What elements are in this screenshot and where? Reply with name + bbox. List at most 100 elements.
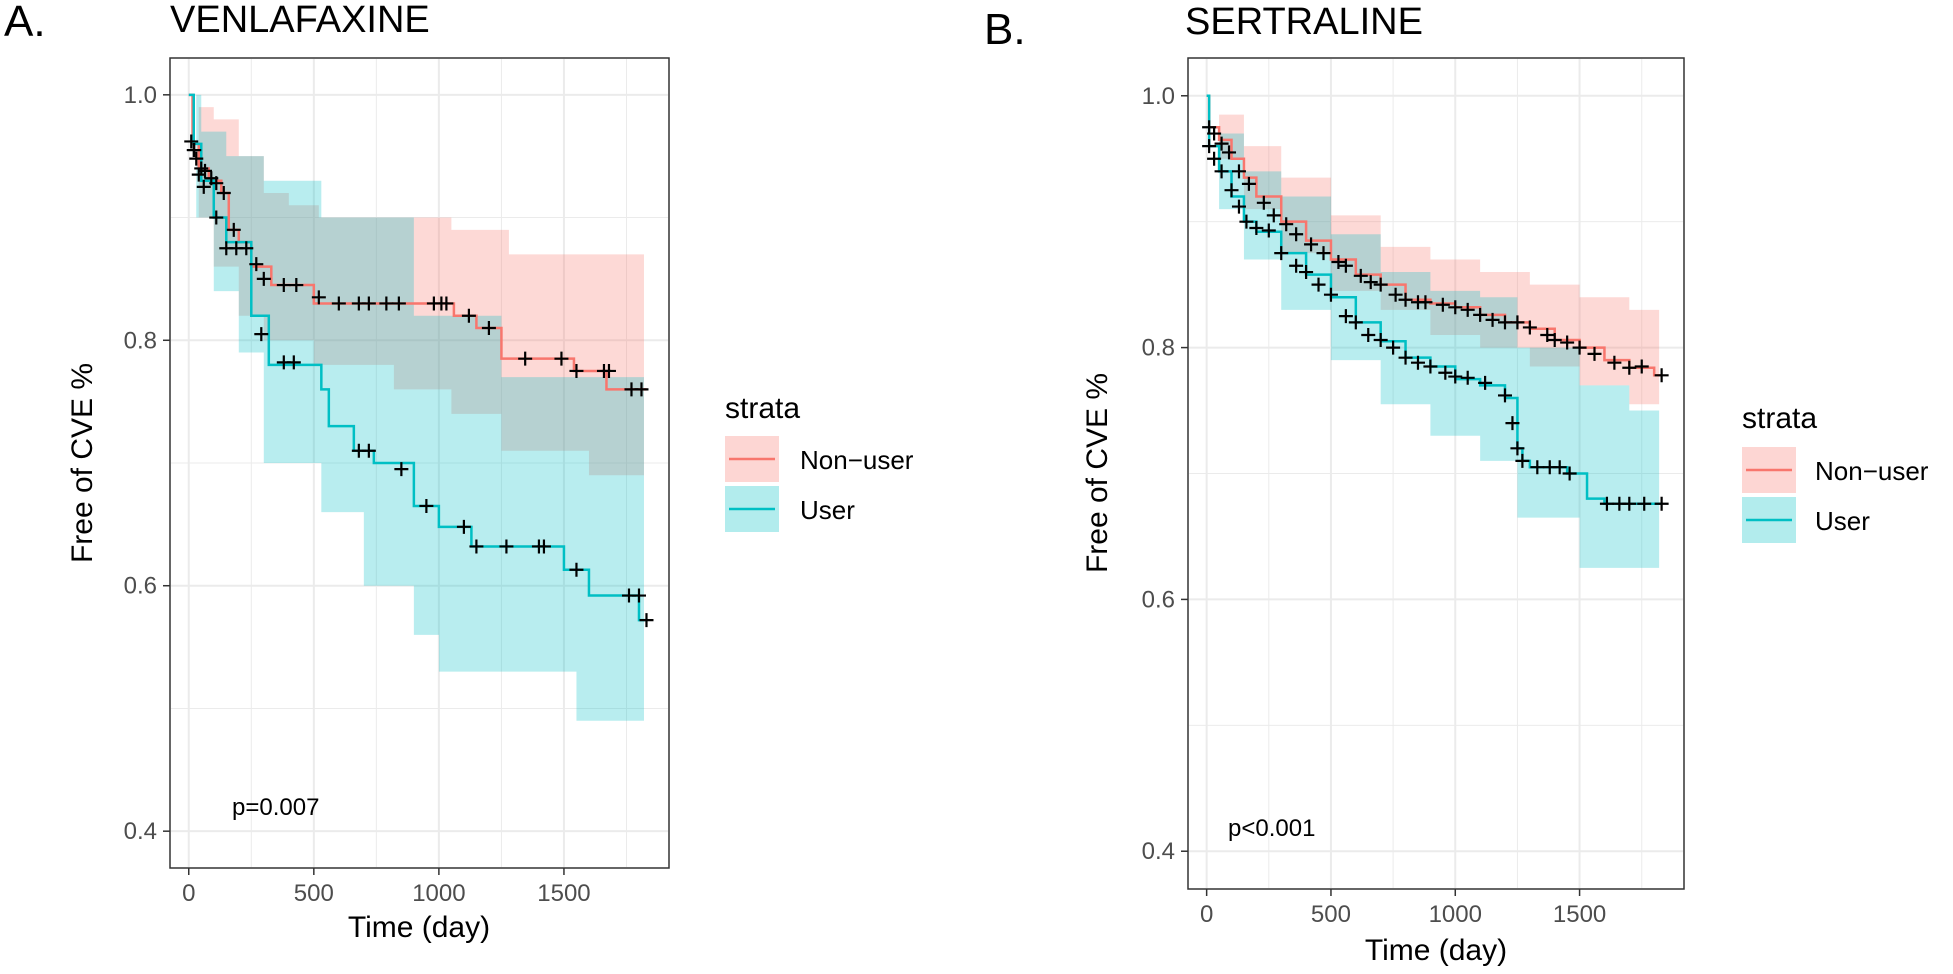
censor-mark <box>1222 145 1237 160</box>
censor-mark <box>1485 312 1500 327</box>
censor-mark <box>1261 223 1276 238</box>
censor-mark <box>1289 227 1304 242</box>
censor-mark <box>184 134 199 149</box>
censor-mark <box>1547 333 1562 348</box>
chart-title-venlafaxine: VENLAFAXINE <box>170 0 430 41</box>
x-tick-label: 1500 <box>537 880 590 907</box>
censor-mark <box>569 562 584 577</box>
censor-mark <box>1599 496 1614 511</box>
censor-mark <box>499 539 514 554</box>
chart-title-sertraline: SERTRALINE <box>1185 1 1423 43</box>
censor-mark <box>1398 292 1413 307</box>
censor-mark <box>1386 340 1401 355</box>
censor-mark <box>1654 496 1669 511</box>
censor-mark <box>256 271 271 286</box>
censor-mark <box>456 519 471 534</box>
censor-mark <box>1279 217 1294 232</box>
censor-mark <box>631 588 646 603</box>
legend-label-nonuser-a: Non−user <box>800 445 914 475</box>
censor-mark <box>1299 265 1314 280</box>
x-tick-label: 500 <box>294 880 334 907</box>
censor-mark <box>1634 359 1649 374</box>
censor-mark <box>1316 246 1331 261</box>
censor-mark <box>1448 369 1463 384</box>
legend-a: strata Non−user User <box>725 392 914 532</box>
censor-mark <box>1274 246 1289 261</box>
legend-label-nonuser-b: Non−user <box>1815 456 1929 486</box>
censor-mark <box>191 167 206 182</box>
y-tick-label: 0.4 <box>1142 838 1175 865</box>
censor-mark <box>1654 368 1669 383</box>
censor-mark <box>1560 335 1575 350</box>
censor-mark <box>209 176 224 191</box>
y-tick-label: 0.4 <box>124 818 157 845</box>
confidence-bands-b <box>1206 95 1660 581</box>
legend-entry-nonuser-b: Non−user <box>1742 447 1929 493</box>
legend-b: strata Non−user User <box>1742 402 1929 543</box>
censor-mark <box>481 321 496 335</box>
censor-mark <box>379 296 394 311</box>
y-tick-label: 0.8 <box>1142 335 1175 362</box>
censor-mark <box>461 308 476 323</box>
censor-mark <box>216 186 231 200</box>
censor-mark <box>1348 315 1363 330</box>
censor-mark <box>1448 300 1463 315</box>
censor-mark <box>1224 183 1239 198</box>
censor-mark <box>1423 359 1438 374</box>
censor-marks-b <box>1202 120 1669 511</box>
censor-mark <box>1361 328 1376 342</box>
censor-mark <box>1214 164 1229 179</box>
x-axis-label-b: Time (day) <box>1365 934 1507 967</box>
censor-mark <box>1398 350 1413 365</box>
censor-mark <box>1202 139 1217 154</box>
x-tick-label: 1000 <box>412 880 465 907</box>
censor-mark <box>1552 460 1567 475</box>
y-axis-a: 0.4 0.6 0.8 1.0 <box>124 82 170 845</box>
censor-mark <box>1231 164 1246 179</box>
censor-mark <box>186 143 201 158</box>
censor-mark <box>226 222 241 237</box>
x-axis-label-a: Time (day) <box>348 911 490 944</box>
censor-mark <box>1460 302 1475 317</box>
censor-mark <box>1572 340 1587 355</box>
censor-mark <box>1497 388 1512 403</box>
censor-mark <box>1515 453 1530 468</box>
legend-label-user-b: User <box>1815 506 1870 536</box>
censor-mark <box>1323 287 1338 302</box>
y-tick-label: 0.8 <box>124 327 157 354</box>
x-tick-label: 1500 <box>1553 901 1606 928</box>
censor-mark <box>419 498 434 513</box>
censor-mark <box>361 443 376 458</box>
x-axis-b: 0 500 1000 1500 <box>1200 889 1606 928</box>
legend-entry-user-a: User <box>725 486 855 532</box>
censor-mark <box>1530 460 1545 475</box>
censor-mark <box>1510 315 1525 330</box>
panel-sertraline: B. SERTRALINE 0.40.60.81.0 0 500 1000 1500 … <box>984 1 1929 967</box>
censor-mark <box>1622 360 1637 375</box>
censor-mark <box>1587 346 1602 361</box>
grid-lines-a <box>171 59 668 867</box>
censor-mark <box>1473 307 1488 322</box>
censor-mark <box>439 296 454 311</box>
censor-mark <box>1522 320 1537 335</box>
censor-mark <box>276 278 291 293</box>
panel-venlafaxine: A. VENLAFAXINE 0.4 0.6 0.8 1.0 0 500 1000 1500… <box>4 0 914 944</box>
censor-mark <box>1438 365 1453 380</box>
censor-mark <box>394 462 409 477</box>
censor-mark <box>1241 176 1256 191</box>
censor-mark <box>518 351 533 366</box>
censor-mark <box>1497 315 1512 330</box>
censor-mark <box>286 355 301 370</box>
legend-title-a: strata <box>725 392 800 425</box>
p-value-a: p=0.007 <box>232 794 319 821</box>
censor-mark <box>1410 355 1425 370</box>
censor-mark <box>189 151 204 166</box>
censor-mark <box>1373 333 1388 348</box>
legend-label-user-a: User <box>800 495 855 525</box>
censor-mark <box>1510 441 1525 456</box>
censor-mark <box>1505 416 1520 431</box>
ci-band-user <box>188 94 644 752</box>
censor-mark <box>1304 237 1319 252</box>
censor-mark <box>1540 328 1555 342</box>
